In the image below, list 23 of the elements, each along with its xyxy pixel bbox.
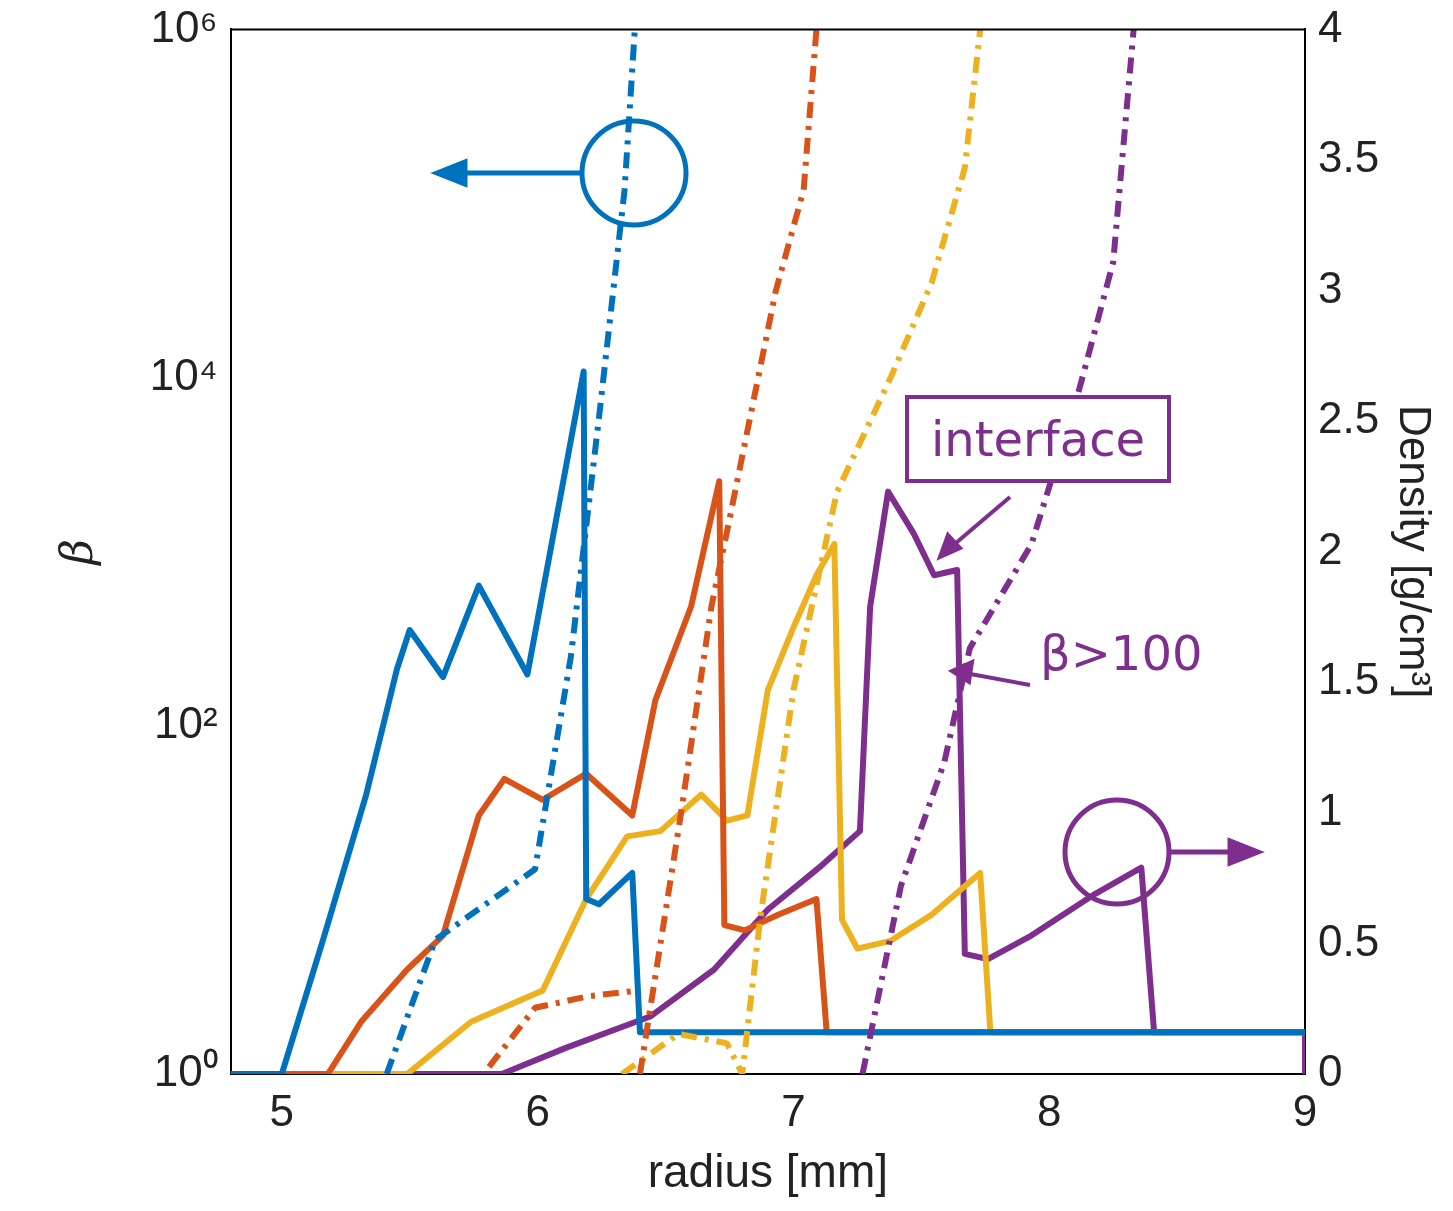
y-tick-label: 10² [154,697,218,747]
x-tick-label: 6 [525,1085,550,1135]
y2-tick-label: 0 [1318,1046,1343,1096]
y2-tick-label: 1.5 [1318,654,1380,704]
x-tick-label: 5 [269,1085,295,1135]
y2-tick-label: 2 [1318,523,1343,573]
y2-tick-label: 1 [1318,784,1343,834]
x-tick-label: 9 [1292,1085,1318,1135]
y-tick-label: 10⁶ [150,1,218,51]
y2-tick-label: 3 [1318,262,1343,312]
y-tick-label: 10⁰ [153,1046,218,1096]
y2-tick-label: 0.5 [1318,915,1380,965]
x-tick-label: 7 [781,1085,806,1135]
x-tick-label: 8 [1036,1085,1062,1135]
y-tick-label: 10⁴ [149,349,218,399]
annotation: β>100 [1040,625,1203,681]
y2-tick-label: 2.5 [1318,393,1380,443]
y-axis-title: β [50,538,102,567]
x-axis-title: radius [mm] [647,1145,888,1198]
y2-tick-label: 4 [1318,1,1343,51]
y2-tick-label: 3.5 [1318,132,1380,182]
y2-axis-title: Density [g/cm³] [1391,405,1441,699]
annotation: interface [905,395,1172,483]
